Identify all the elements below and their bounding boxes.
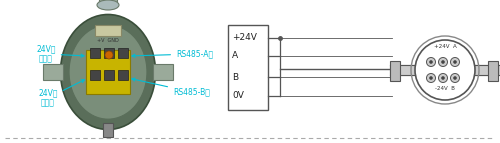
Text: -24V  B: -24V B [435, 86, 455, 91]
Bar [99, 0, 117, 5]
Circle shape [453, 60, 457, 64]
Circle shape [415, 40, 475, 100]
Bar [90, 48, 100, 58]
Bar [228, 25, 268, 110]
Circle shape [105, 51, 113, 59]
Circle shape [429, 76, 433, 80]
Text: 24V电
源正极: 24V电 源正极 [36, 44, 84, 64]
Ellipse shape [60, 14, 156, 130]
Bar [488, 61, 498, 81]
Bar [118, 70, 128, 80]
Circle shape [438, 57, 448, 66]
Circle shape [441, 76, 445, 80]
Circle shape [429, 60, 433, 64]
Circle shape [450, 57, 460, 66]
Ellipse shape [69, 25, 147, 119]
Text: +V  GND: +V GND [97, 37, 119, 42]
Circle shape [426, 74, 436, 83]
Circle shape [453, 76, 457, 80]
Circle shape [426, 57, 436, 66]
Ellipse shape [97, 0, 119, 10]
Text: A: A [232, 51, 238, 60]
Bar [104, 48, 114, 58]
Circle shape [450, 74, 460, 83]
Bar [118, 48, 128, 58]
Text: +24V: +24V [232, 33, 257, 42]
Text: 0V: 0V [232, 92, 244, 101]
Bar [104, 70, 114, 80]
Text: B: B [232, 73, 238, 82]
Text: 24V电
源负极: 24V电 源负极 [38, 80, 84, 108]
Bar [153, 64, 173, 80]
Text: +24V  A: +24V A [434, 44, 456, 49]
Text: RS485-B极: RS485-B极 [132, 78, 210, 97]
Circle shape [441, 60, 445, 64]
Bar [86, 50, 130, 94]
Bar [95, 25, 121, 36]
Bar [390, 61, 400, 81]
Bar [90, 70, 100, 80]
Text: RS485-A极: RS485-A极 [132, 49, 213, 58]
Bar [43, 64, 63, 80]
Circle shape [438, 74, 448, 83]
Bar [103, 123, 113, 137]
